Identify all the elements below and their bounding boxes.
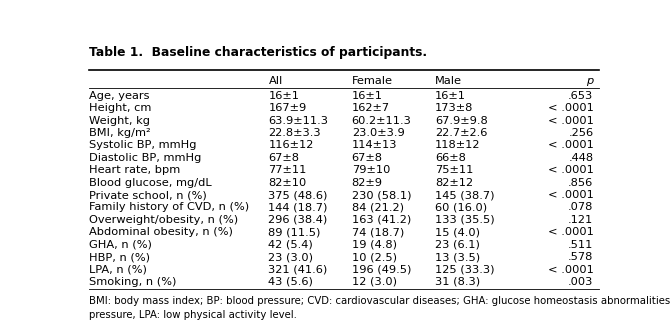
Text: Heart rate, bpm: Heart rate, bpm xyxy=(89,165,180,175)
Text: 79±10: 79±10 xyxy=(352,165,390,175)
Text: 16±1: 16±1 xyxy=(435,91,466,101)
Text: 145 (38.7): 145 (38.7) xyxy=(435,190,495,200)
Text: 66±8: 66±8 xyxy=(435,153,466,163)
Text: .256: .256 xyxy=(568,128,593,138)
Text: Systolic BP, mmHg: Systolic BP, mmHg xyxy=(89,140,197,150)
Text: Female: Female xyxy=(352,76,393,86)
Text: 60 (16.0): 60 (16.0) xyxy=(435,202,487,213)
Text: 230 (58.1): 230 (58.1) xyxy=(352,190,411,200)
Text: 296 (38.4): 296 (38.4) xyxy=(268,215,327,225)
Text: pressure, LPA: low physical activity level.: pressure, LPA: low physical activity lev… xyxy=(89,310,297,320)
Text: 15 (4.0): 15 (4.0) xyxy=(435,227,480,237)
Text: < .0001: < .0001 xyxy=(548,140,593,150)
Text: GHA, n (%): GHA, n (%) xyxy=(89,240,152,250)
Text: 162±7: 162±7 xyxy=(352,103,390,113)
Text: < .0001: < .0001 xyxy=(548,115,593,126)
Text: 163 (41.2): 163 (41.2) xyxy=(352,215,411,225)
Text: Abdominal obesity, n (%): Abdominal obesity, n (%) xyxy=(89,227,233,237)
Text: BMI: body mass index; BP: blood pressure; CVD: cardiovascular diseases; GHA: glu: BMI: body mass index; BP: blood pressure… xyxy=(89,296,671,306)
Text: Height, cm: Height, cm xyxy=(89,103,152,113)
Text: < .0001: < .0001 xyxy=(548,103,593,113)
Text: 114±13: 114±13 xyxy=(352,140,397,150)
Text: 43 (5.6): 43 (5.6) xyxy=(268,277,313,287)
Text: Blood glucose, mg/dL: Blood glucose, mg/dL xyxy=(89,178,211,188)
Text: 89 (11.5): 89 (11.5) xyxy=(268,227,321,237)
Text: 67±8: 67±8 xyxy=(352,153,382,163)
Text: 22.8±3.3: 22.8±3.3 xyxy=(268,128,321,138)
Text: .078: .078 xyxy=(568,202,593,213)
Text: 42 (5.4): 42 (5.4) xyxy=(268,240,313,250)
Text: 77±11: 77±11 xyxy=(268,165,307,175)
Text: 16±1: 16±1 xyxy=(268,91,299,101)
Text: 75±11: 75±11 xyxy=(435,165,473,175)
Text: .653: .653 xyxy=(568,91,593,101)
Text: .003: .003 xyxy=(568,277,593,287)
Text: BMI, kg/m²: BMI, kg/m² xyxy=(89,128,151,138)
Text: Private school, n (%): Private school, n (%) xyxy=(89,190,207,200)
Text: 63.9±11.3: 63.9±11.3 xyxy=(268,115,329,126)
Text: 23 (3.0): 23 (3.0) xyxy=(268,252,313,262)
Text: 16±1: 16±1 xyxy=(352,91,382,101)
Text: 82±12: 82±12 xyxy=(435,178,473,188)
Text: .121: .121 xyxy=(568,215,593,225)
Text: .511: .511 xyxy=(568,240,593,250)
Text: .578: .578 xyxy=(568,252,593,262)
Text: Smoking, n (%): Smoking, n (%) xyxy=(89,277,176,287)
Text: 31 (8.3): 31 (8.3) xyxy=(435,277,480,287)
Text: 116±12: 116±12 xyxy=(268,140,314,150)
Text: < .0001: < .0001 xyxy=(548,227,593,237)
Text: 10 (2.5): 10 (2.5) xyxy=(352,252,397,262)
Text: 173±8: 173±8 xyxy=(435,103,473,113)
Text: 13 (3.5): 13 (3.5) xyxy=(435,252,480,262)
Text: 375 (48.6): 375 (48.6) xyxy=(268,190,328,200)
Text: 144 (18.7): 144 (18.7) xyxy=(268,202,328,213)
Text: .448: .448 xyxy=(568,153,593,163)
Text: p: p xyxy=(586,76,593,86)
Text: 23 (6.1): 23 (6.1) xyxy=(435,240,480,250)
Text: 125 (33.3): 125 (33.3) xyxy=(435,265,495,274)
Text: Age, years: Age, years xyxy=(89,91,150,101)
Text: Diastolic BP, mmHg: Diastolic BP, mmHg xyxy=(89,153,201,163)
Text: .856: .856 xyxy=(568,178,593,188)
Text: < .0001: < .0001 xyxy=(548,265,593,274)
Text: 82±9: 82±9 xyxy=(352,178,382,188)
Text: Male: Male xyxy=(435,76,462,86)
Text: HBP, n (%): HBP, n (%) xyxy=(89,252,150,262)
Text: 67±8: 67±8 xyxy=(268,153,299,163)
Text: 74 (18.7): 74 (18.7) xyxy=(352,227,404,237)
Text: 67.9±9.8: 67.9±9.8 xyxy=(435,115,488,126)
Text: 167±9: 167±9 xyxy=(268,103,307,113)
Text: < .0001: < .0001 xyxy=(548,165,593,175)
Text: 60.2±11.3: 60.2±11.3 xyxy=(352,115,411,126)
Text: 321 (41.6): 321 (41.6) xyxy=(268,265,327,274)
Text: 118±12: 118±12 xyxy=(435,140,480,150)
Text: 84 (21.2): 84 (21.2) xyxy=(352,202,404,213)
Text: < .0001: < .0001 xyxy=(548,190,593,200)
Text: 19 (4.8): 19 (4.8) xyxy=(352,240,397,250)
Text: LPA, n (%): LPA, n (%) xyxy=(89,265,147,274)
Text: Family history of CVD, n (%): Family history of CVD, n (%) xyxy=(89,202,249,213)
Text: 133 (35.5): 133 (35.5) xyxy=(435,215,495,225)
Text: 196 (49.5): 196 (49.5) xyxy=(352,265,411,274)
Text: Overweight/obesity, n (%): Overweight/obesity, n (%) xyxy=(89,215,238,225)
Text: 23.0±3.9: 23.0±3.9 xyxy=(352,128,405,138)
Text: 82±10: 82±10 xyxy=(268,178,307,188)
Text: Table 1.  Baseline characteristics of participants.: Table 1. Baseline characteristics of par… xyxy=(89,46,427,59)
Text: All: All xyxy=(268,76,282,86)
Text: Weight, kg: Weight, kg xyxy=(89,115,150,126)
Text: 12 (3.0): 12 (3.0) xyxy=(352,277,397,287)
Text: 22.7±2.6: 22.7±2.6 xyxy=(435,128,487,138)
